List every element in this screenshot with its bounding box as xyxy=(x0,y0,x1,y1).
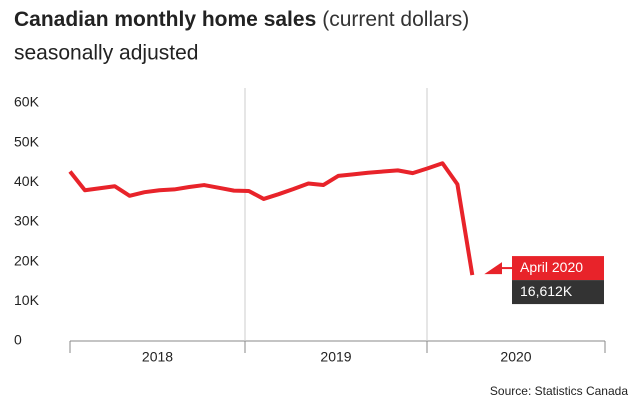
value-label: 16,612K xyxy=(520,283,573,299)
annotation-title: April 2020 xyxy=(520,259,583,275)
y-tick-label: 30K xyxy=(14,213,40,229)
y-tick-label: 20K xyxy=(14,252,40,268)
title-note: (current dollars) xyxy=(322,8,469,31)
source: Source: Statistics Canada xyxy=(490,384,628,398)
data-line xyxy=(68,161,475,276)
title-main: Canadian monthly home sales xyxy=(14,8,316,31)
y-tick-label: 60K xyxy=(14,94,40,110)
annotation-box xyxy=(512,256,604,281)
y-tick-label: 40K xyxy=(14,173,40,189)
chart-title: Canadian monthly home sales (current doll… xyxy=(14,8,469,31)
x-group-label: 2018 xyxy=(142,349,173,365)
y-tick-label: 10K xyxy=(14,292,40,308)
x-group-label: 2019 xyxy=(320,349,351,365)
value-label-box xyxy=(512,280,604,305)
y-tick-label: 0 xyxy=(14,332,22,348)
x-group-label: 2020 xyxy=(500,349,531,365)
y-tick-label: 50K xyxy=(14,133,40,149)
chart-subtitle: seasonally adjusted xyxy=(14,42,198,65)
annotation-arrow xyxy=(484,262,502,275)
